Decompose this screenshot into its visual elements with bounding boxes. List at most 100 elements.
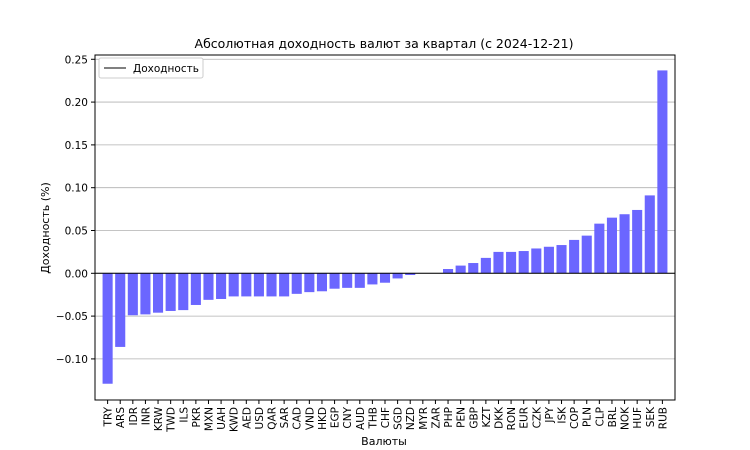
x-tick-label: KRW [153, 406, 165, 431]
x-tick-label: RON [506, 407, 518, 430]
legend-label: Доходность [133, 63, 199, 75]
x-tick-label: CNY [342, 406, 354, 428]
x-tick-label: SGD [393, 407, 405, 430]
x-tick-label: NZD [405, 407, 417, 430]
x-tick-label: USD [254, 407, 266, 429]
x-tick-label: TWD [166, 407, 178, 433]
bar-idr [127, 273, 138, 316]
y-tick-label: 0.15 [65, 140, 88, 152]
x-tick-label: PEN [456, 407, 468, 428]
x-axis-ticks: TRY ARS IDR INR KRW TWD ILS PKR MXN UAH KWD AED USD Q… [103, 400, 669, 433]
x-tick-label: SEK [645, 406, 657, 427]
bar-krw [153, 273, 164, 313]
x-tick-label: QAR [267, 407, 279, 430]
bar-ars [115, 273, 126, 347]
x-tick-label: BRL [607, 407, 619, 427]
legend: Доходность [98, 57, 204, 79]
x-tick-label: COP [569, 407, 581, 429]
x-tick-label: ISK [557, 406, 569, 424]
x-axis-label: Валюты [361, 435, 407, 448]
x-tick-label: HUF [632, 407, 644, 429]
bar-cny [342, 273, 353, 288]
bar-gbp [468, 263, 479, 274]
x-tick-label: KZT [481, 406, 493, 427]
bar-try [102, 273, 113, 384]
bar-brl [606, 217, 617, 274]
x-tick-label: MYR [418, 407, 430, 430]
bar-hkd [316, 273, 327, 292]
bar-eur [518, 251, 529, 274]
x-tick-label: PKR [191, 407, 203, 428]
bar-uah [216, 273, 227, 299]
chart-title: Абсолютная доходность валют за квартал (… [195, 36, 574, 51]
x-tick-label: MXN [203, 407, 215, 431]
x-tick-label: IDR [128, 407, 140, 425]
x-tick-label: NOK [620, 406, 632, 430]
y-axis-label: Доходность (%) [39, 182, 52, 274]
x-tick-label: HKD [317, 407, 329, 430]
bar-clp [594, 223, 605, 274]
x-tick-label: PLN [582, 407, 594, 427]
bar-usd [253, 273, 264, 297]
x-tick-label: GBP [468, 407, 480, 429]
bar-sek [644, 195, 655, 274]
x-tick-label: KWD [229, 407, 241, 432]
bar-inr [140, 273, 151, 315]
x-tick-label: EGP [330, 407, 342, 428]
x-tick-label: VND [304, 407, 316, 430]
bar-twd [165, 273, 176, 311]
bar-sar [279, 273, 290, 297]
bar-cad [291, 273, 302, 294]
x-tick-label: ARS [115, 407, 127, 428]
bar-pkr [190, 273, 201, 305]
y-axis-ticks: −0.10 −0.05 0.00 0.05 0.10 0.15 0.20 0.25 [56, 54, 95, 366]
y-tick-label: 0.05 [65, 225, 88, 237]
y-tick-label: 0.00 [65, 268, 88, 280]
bar-jpy [543, 246, 554, 274]
bar-mxn [203, 273, 214, 300]
bar-aud [354, 273, 365, 288]
bar-vnd [304, 273, 315, 293]
x-tick-label: INR [140, 407, 152, 425]
y-tick-label: −0.10 [56, 354, 88, 366]
bar-kwd [228, 273, 239, 297]
plot-frame [94, 54, 676, 401]
x-tick-label: TRY [103, 406, 115, 427]
bars [102, 70, 668, 384]
x-tick-label: CZK [531, 406, 543, 429]
x-tick-label: RUB [657, 407, 669, 429]
bar-isk [556, 245, 567, 274]
y-tick-label: −0.05 [56, 311, 88, 323]
x-tick-label: ZAR [430, 407, 442, 429]
bar-huf [632, 209, 643, 274]
x-tick-label: EUR [519, 407, 531, 429]
bar-ron [506, 251, 517, 274]
grid-lines [95, 58, 675, 360]
bar-aed [241, 273, 252, 297]
bar-rub [657, 70, 668, 274]
bar-thb [367, 273, 378, 285]
y-tick-label: 0.20 [65, 97, 88, 109]
bar-sgd [392, 273, 403, 279]
x-tick-label: AUD [355, 407, 367, 430]
legend-box [98, 57, 204, 79]
y-tick-label: 0.25 [65, 54, 88, 66]
x-tick-label: SAR [279, 407, 291, 428]
bar-dkk [493, 251, 504, 274]
x-tick-label: CLP [594, 407, 606, 427]
bar-ils [178, 273, 189, 311]
x-tick-label: THB [367, 407, 379, 430]
bar-chf [379, 273, 391, 283]
x-tick-label: JPY [544, 406, 556, 423]
x-tick-label: AED [241, 407, 253, 429]
x-tick-label: ILS [178, 407, 190, 423]
bar-pln [581, 235, 592, 274]
x-tick-label: DKK [493, 406, 505, 429]
x-tick-label: CAD [292, 407, 304, 430]
bar-kzt [480, 257, 491, 274]
x-tick-label: PHP [443, 407, 455, 428]
y-tick-label: 0.10 [65, 183, 88, 195]
bar-egp [329, 273, 340, 289]
bar-php [443, 269, 454, 274]
